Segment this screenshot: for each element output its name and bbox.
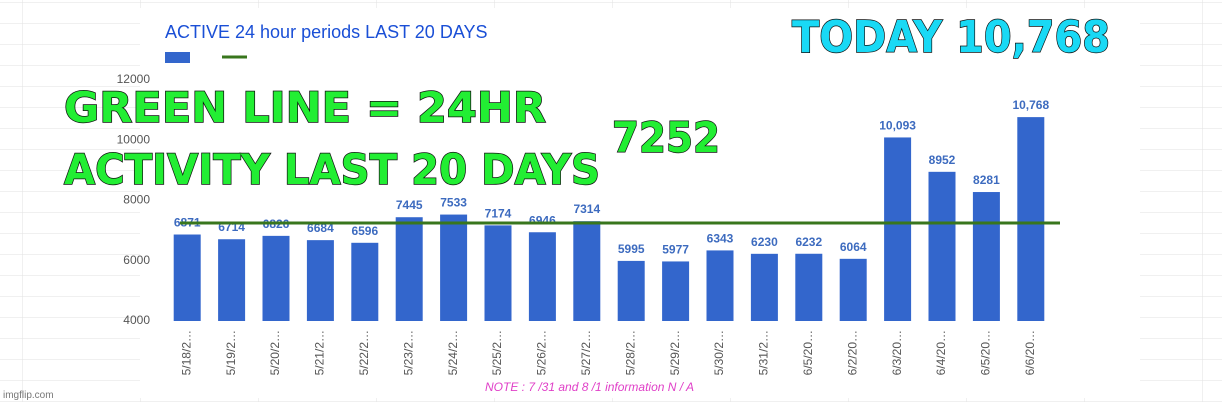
value-label: 6343 [707,231,734,245]
y-tick-label: 10000 [117,132,151,146]
x-tick-label: 6/5/20… [801,330,815,375]
value-label: 10,768 [1012,98,1049,112]
chart-title: ACTIVE 24 hour periods LAST 20 DAYS [165,22,488,42]
y-tick-label: 12000 [117,72,151,86]
bar [440,214,468,321]
x-tick-label: 5/23/2… [401,330,415,375]
value-label: 5977 [662,242,689,256]
bar [173,234,201,321]
x-tick-label: 5/26/2… [535,330,549,375]
bar [928,171,956,321]
x-tick-label: 5/30/2… [712,330,726,375]
bar [662,261,690,321]
value-label: 7314 [573,202,600,216]
bar [1017,117,1045,321]
value-label: 7174 [485,206,512,220]
x-tick-label: 6/6/20… [1023,330,1037,375]
overlay-line-1: GREEN LINE = 24HR [64,83,546,132]
x-tick-label: 5/25/2… [490,330,504,375]
value-label: 6230 [751,235,778,249]
bar [884,137,912,321]
bar [262,235,290,321]
average-label: 7252 [612,113,720,162]
y-tick-label: 4000 [123,313,150,327]
watermark: imgflip.com [3,390,54,401]
value-label: 8952 [929,153,956,167]
x-tick-label: 5/28/2… [623,330,637,375]
value-label: 5995 [618,242,645,256]
value-label: 10,093 [879,118,916,132]
x-tick-label: 6/3/20… [890,330,904,375]
x-tick-label: 5/21/2… [313,330,327,375]
bar [750,253,778,321]
bar [795,253,823,321]
x-tick-label: 6/4/20… [934,330,948,375]
y-tick-label: 8000 [123,193,150,207]
x-tick-label: 5/19/2… [224,330,238,375]
x-tick-label: 5/22/2… [357,330,371,375]
x-tick-label: 5/20/2… [268,330,282,375]
y-tick-label: 6000 [123,253,150,267]
x-tick-label: 6/2/20… [845,330,859,375]
bar [351,242,379,321]
legend-swatch [165,52,190,63]
note: NOTE : 7 /31 and 8 /1 information N / A [485,380,694,394]
x-tick-label: 5/18/2… [179,330,193,375]
value-label: 6946 [529,213,556,227]
value-label: 7445 [396,198,423,212]
bar [972,192,1000,321]
value-label: 6232 [795,235,822,249]
bar [306,240,334,321]
x-tick-label: 5/27/2… [579,330,593,375]
x-tick-label: 6/5/20… [979,330,993,375]
x-tick-label: 5/24/2… [446,330,460,375]
overlay-line-2: ACTIVITY LAST 20 DAYS [64,145,600,194]
bar [395,217,423,321]
value-label: 8281 [973,173,1000,187]
value-label: 7533 [440,196,467,210]
bar [617,260,645,321]
x-tick-label: 5/31/2… [757,330,771,375]
bar [218,239,246,321]
bar [573,221,601,321]
bar [484,225,512,321]
value-label: 6684 [307,221,334,235]
x-tick-label: 5/29/2… [668,330,682,375]
value-label: 6064 [840,240,867,254]
value-label: 6596 [351,224,378,238]
bar [839,258,867,321]
bar [706,250,734,321]
today-banner: TODAY 10,768 [792,12,1110,63]
bar [528,232,556,321]
